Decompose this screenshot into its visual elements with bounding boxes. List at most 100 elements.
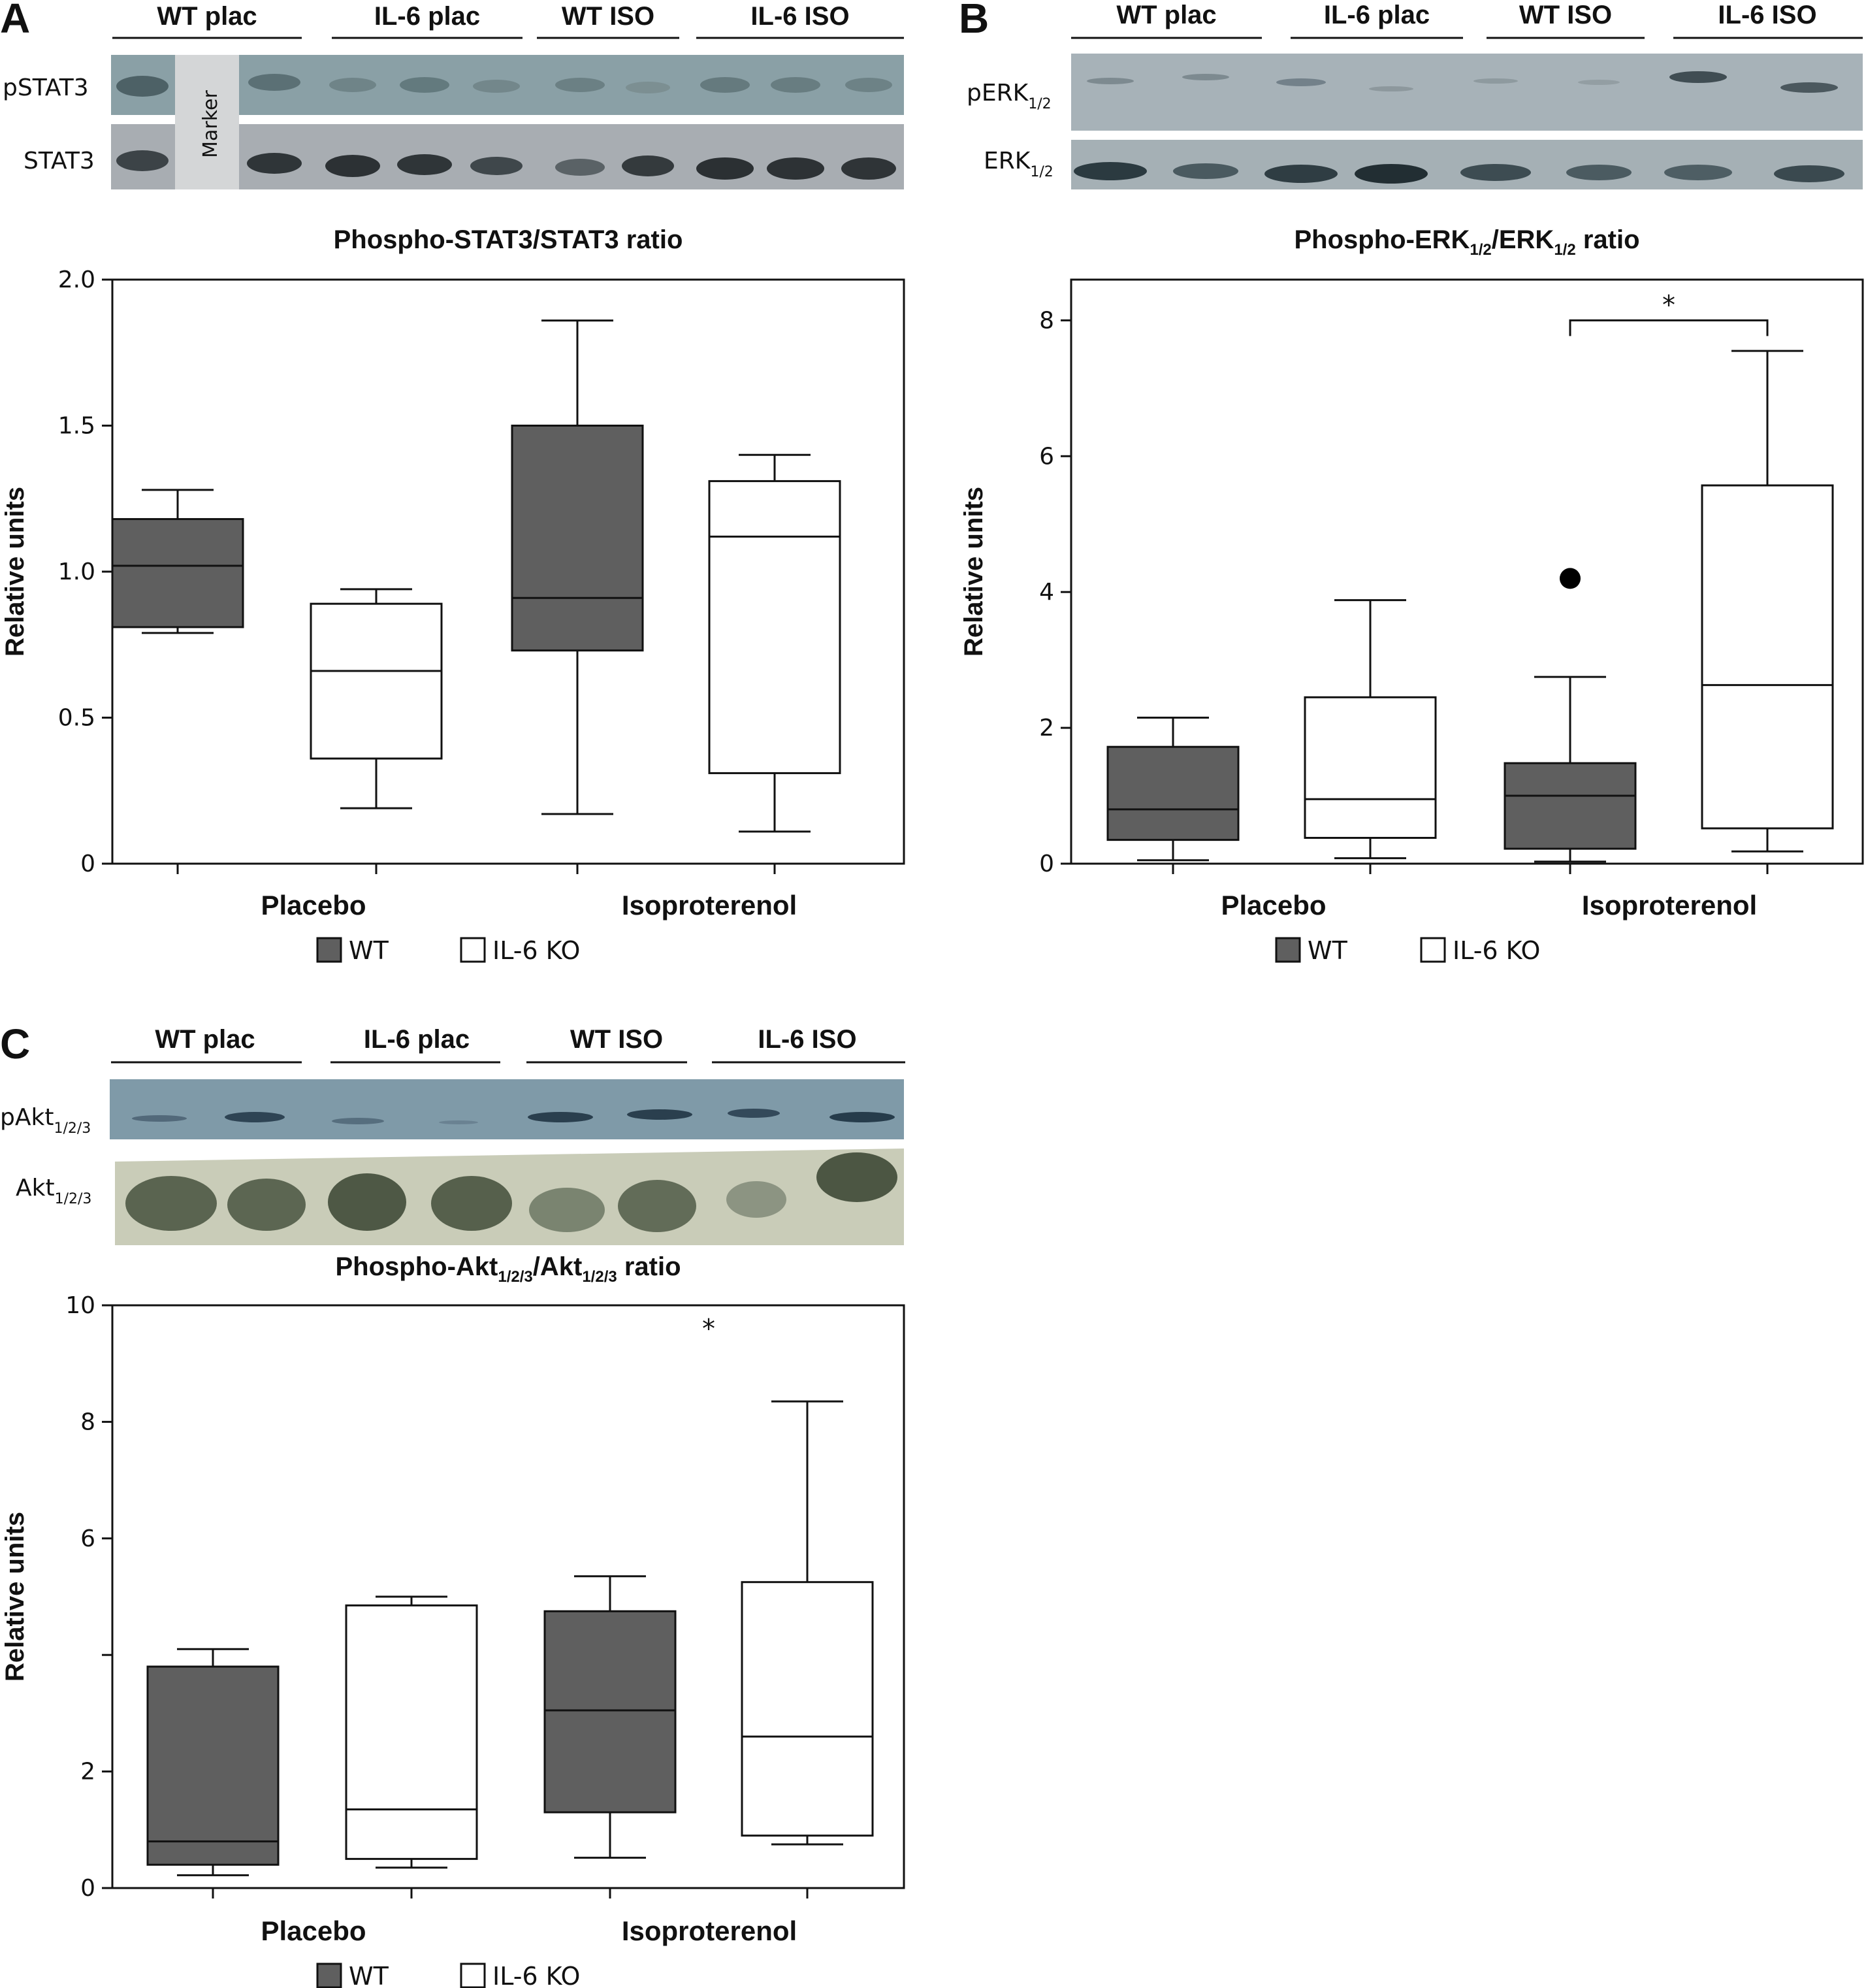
row-label-sub: 1/2 <box>1028 96 1051 112</box>
legend-swatch <box>460 1963 486 1988</box>
lane-label: WT ISO <box>1519 1 1612 29</box>
plot-frame <box>1070 278 1864 865</box>
row-label: STAT3 <box>24 148 95 174</box>
box-iqr <box>741 1581 874 1837</box>
outlier-point <box>1560 568 1581 589</box>
row-label-main: ERK <box>984 148 1031 174</box>
y-tick-label: 2 <box>80 1759 95 1785</box>
box-iqr <box>111 518 244 628</box>
legend-label: WT <box>349 1962 389 1988</box>
lane-label: IL-6 plac <box>1324 1 1430 29</box>
chart-title-sub: 1/2/3 <box>582 1268 617 1286</box>
box-il-6-ko-isoproterenol <box>708 453 841 833</box>
legend-swatch <box>316 937 342 963</box>
row-label: ERK1/2 <box>984 148 1054 180</box>
box-iqr <box>310 602 443 760</box>
box-wt-placebo <box>146 1648 280 1876</box>
category-label: Isoproterenol <box>622 1915 797 1946</box>
y-tick-label: 1.0 <box>58 559 95 585</box>
row-label-sub: 1/2 <box>1030 164 1053 180</box>
stat3-blot <box>111 124 904 189</box>
row-label-main: pAkt <box>0 1104 54 1131</box>
panel-a: A WT plac IL-6 plac WT ISO IL-6 ISO <box>0 0 905 965</box>
erk-bands <box>1074 162 1844 184</box>
box-il-6-ko-isoproterenol <box>1701 350 1834 853</box>
legend-swatch <box>1275 937 1301 963</box>
chart-title-part: ratio <box>1576 225 1640 254</box>
box-il-6-ko-placebo <box>345 1595 478 1869</box>
category-label: Placebo <box>261 890 366 921</box>
y-tick-label: 1.5 <box>58 413 95 440</box>
box-iqr <box>146 1665 280 1866</box>
chart-b: Phospho-ERK1/2/ERK1/2 ratio02468Relative… <box>959 225 1864 965</box>
lane-label: IL-6 ISO <box>750 2 849 31</box>
box-wt-isoproterenol <box>1504 676 1637 863</box>
pstat3-bands <box>116 74 892 97</box>
category-label: Placebo <box>261 1915 366 1946</box>
lane-label: WT plac <box>155 1025 255 1054</box>
legend-label: WT <box>1308 936 1348 965</box>
y-tick-label: 0 <box>80 1875 95 1902</box>
lane-label: IL-6 plac <box>374 2 480 31</box>
lane-label: WT plac <box>1116 1 1216 29</box>
chart-title-part: /Akt <box>533 1252 583 1281</box>
significance-star: * <box>702 1314 715 1344</box>
akt-bands <box>125 1152 897 1232</box>
box-wt-isoproterenol <box>511 319 644 815</box>
box-il-6-ko-placebo <box>310 588 443 809</box>
perk-blot <box>1071 54 1863 131</box>
box-wt-placebo <box>111 489 244 634</box>
panel-a-letter: A <box>0 0 30 42</box>
row-label-main: pERK <box>967 80 1029 106</box>
panel-b: B WT plac IL-6 plac WT ISO IL-6 ISO <box>959 0 1864 965</box>
y-tick-label: 10 <box>65 1292 95 1319</box>
chart-title-sub: 1/2/3 <box>498 1268 532 1286</box>
lane-label: IL-6 plac <box>364 1025 470 1054</box>
chart-title-part: Phospho-Akt <box>335 1252 498 1281</box>
box-wt-placebo <box>1106 717 1240 862</box>
lane-label: IL-6 ISO <box>1718 1 1816 29</box>
row-label-main: Akt <box>16 1175 55 1201</box>
perk-bands <box>1087 71 1838 93</box>
legend-label: IL-6 KO <box>1453 936 1540 965</box>
box-wt-isoproterenol <box>543 1575 677 1859</box>
legend-swatch <box>316 1963 342 1988</box>
chart-title-part: /ERK <box>1492 225 1554 254</box>
legend-label: WT <box>349 936 389 965</box>
y-tick-label: 2 <box>1039 715 1054 741</box>
stat3-bands <box>116 150 896 180</box>
box-iqr <box>1106 745 1240 841</box>
significance-bracket <box>1569 319 1769 336</box>
chart-a: Phospho-STAT3/STAT3 ratio 0 0.5 1.0 1.5 2.0 Re… <box>1 225 905 965</box>
y-tick-label: 0 <box>1039 851 1054 877</box>
y-axis-title: Relative units <box>1 1512 29 1682</box>
legend-swatch <box>460 937 486 963</box>
y-axis-title: Relative units <box>1 487 29 657</box>
y-tick-label: 8 <box>1039 307 1054 334</box>
chart-title-part: Phospho-ERK <box>1295 225 1470 254</box>
chart-title: Phospho-ERK1/2/ERK1/2 ratio <box>1295 225 1640 259</box>
chart-title: Phospho-STAT3/STAT3 ratio <box>334 225 683 254</box>
marker-lane <box>175 55 239 189</box>
row-label-sub: 1/2/3 <box>55 1191 92 1207</box>
pakt-bands <box>132 1109 895 1124</box>
y-axis-title: Relative units <box>959 487 988 657</box>
significance-star: * <box>1662 290 1675 320</box>
box-iqr <box>1304 696 1437 839</box>
box-il-6-ko-placebo <box>1304 599 1437 860</box>
category-label: Isoproterenol <box>1582 890 1757 921</box>
row-label: Akt1/2/3 <box>16 1175 91 1207</box>
row-label: pSTAT3 <box>3 74 89 101</box>
box-iqr <box>1701 484 1834 830</box>
row-label-sub: 1/2/3 <box>54 1120 91 1137</box>
y-tick-label: 0 <box>80 851 95 877</box>
lane-label: WT plac <box>157 2 257 31</box>
box-iqr <box>543 1610 677 1814</box>
box-iqr <box>1504 762 1637 850</box>
marker-label: Marker <box>199 90 222 157</box>
pakt-blot <box>110 1079 904 1139</box>
legend-label: IL-6 KO <box>492 936 580 965</box>
chart-c: Phospho-Akt1/2/3/Akt1/2/3 ratio026810Rel… <box>1 1252 905 1988</box>
y-tick-label: 8 <box>80 1409 95 1435</box>
category-label: Placebo <box>1221 890 1326 921</box>
